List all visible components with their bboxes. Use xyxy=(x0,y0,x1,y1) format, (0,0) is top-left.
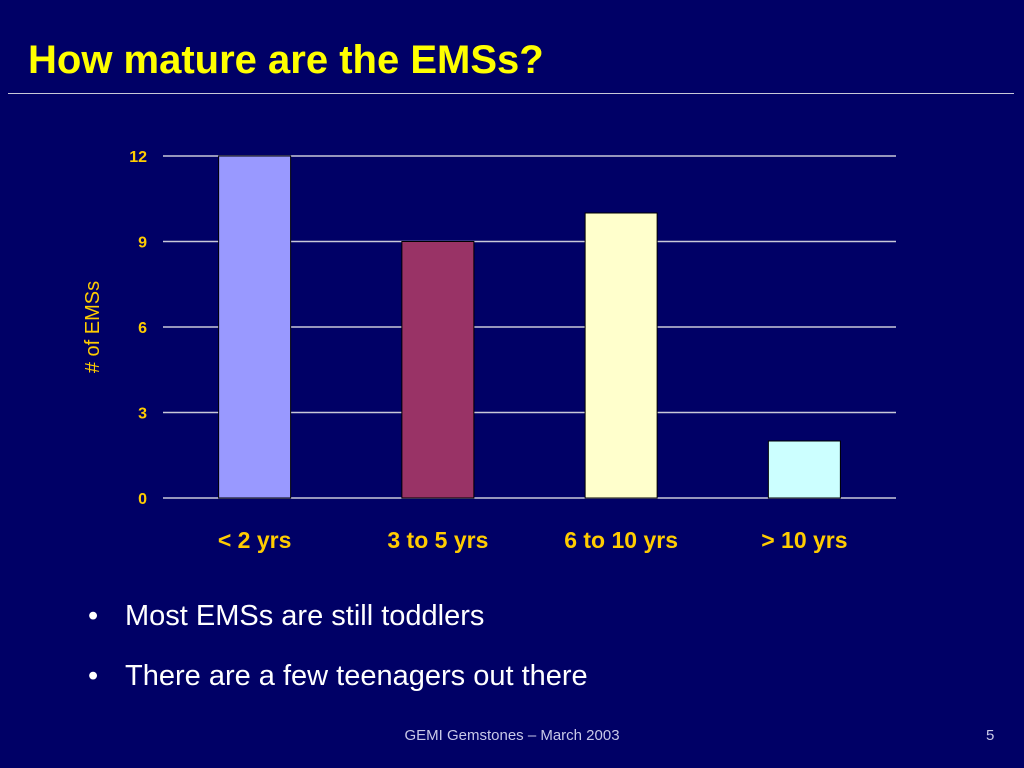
bar xyxy=(584,212,658,499)
x-tick-labels: < 2 yrs 3 to 5 yrs 6 to 10 yrs > 10 yrs xyxy=(218,527,848,553)
y-tick-label: 6 xyxy=(138,320,147,337)
footer-text: GEMI Gemstones – March 2003 xyxy=(404,727,620,744)
bullet-text: There are a few teenagers out there xyxy=(125,660,588,692)
y-tick-labels: 0 3 6 9 12 xyxy=(129,149,147,508)
bullet-item: • Most EMSs are still toddlers xyxy=(88,598,588,634)
bar xyxy=(767,440,841,499)
x-tick-label: < 2 yrs xyxy=(218,527,292,553)
slide-title: How mature are the EMSs? xyxy=(28,38,544,82)
bullet-text: Most EMSs are still toddlers xyxy=(125,600,485,632)
bar xyxy=(218,155,292,499)
x-tick-label: 6 to 10 yrs xyxy=(564,527,678,553)
title-divider xyxy=(8,93,1014,94)
y-tick-label: 3 xyxy=(138,406,147,423)
bullet-dot-icon: • xyxy=(88,600,99,632)
bullet-dot-icon: • xyxy=(88,660,99,692)
bullet-item: • There are a few teenagers out there xyxy=(88,658,588,694)
x-tick-label: > 10 yrs xyxy=(761,527,847,553)
x-tick-label: 3 to 5 yrs xyxy=(387,527,488,553)
y-tick-label: 9 xyxy=(138,235,147,252)
bullet-list: • Most EMSs are still toddlers • There are… xyxy=(88,598,588,718)
slide-number: 5 xyxy=(986,727,995,744)
y-tick-label: 0 xyxy=(138,491,147,508)
y-tick-label: 12 xyxy=(129,149,147,166)
bars xyxy=(218,155,841,499)
y-axis-label: # of EMSs xyxy=(82,281,104,373)
bar xyxy=(401,241,475,499)
